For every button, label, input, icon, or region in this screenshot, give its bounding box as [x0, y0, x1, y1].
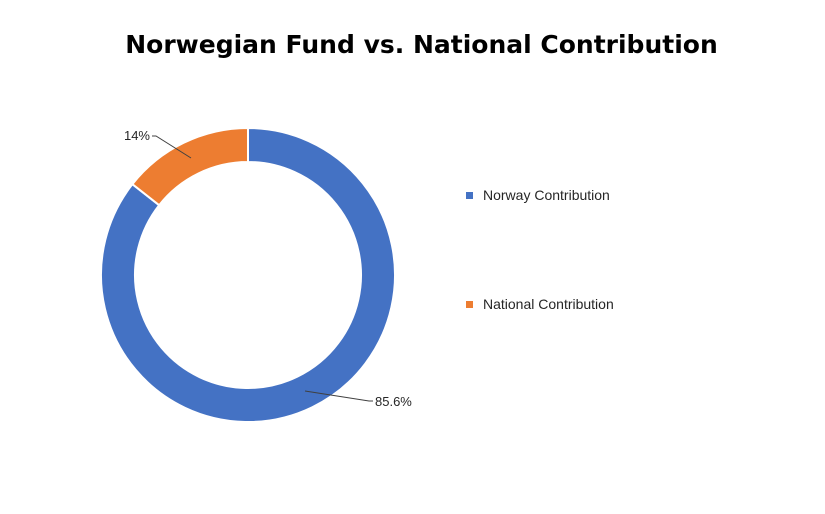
donut-slices: [100, 126, 396, 423]
legend-swatch-national: [466, 300, 473, 308]
leader-line-1: [152, 135, 192, 159]
data-labels: 85.6% 14%: [124, 128, 412, 409]
leader-line-0: [304, 390, 373, 402]
legend-item-norway-contribution[interactable]: Norway Contribution: [466, 187, 610, 203]
leader-lines: [152, 135, 373, 402]
chart-title: Norwegian Fund vs. National Contribution: [125, 30, 718, 59]
donut-slice-national-contribution[interactable]: [131, 126, 249, 207]
legend-swatch-norway: [466, 191, 473, 199]
data-label-0: 85.6%: [375, 394, 412, 409]
legend-label-norway: Norway Contribution: [483, 187, 610, 203]
legend-item-national-contribution[interactable]: National Contribution: [466, 296, 614, 312]
data-label-1: 14%: [124, 128, 150, 143]
legend-label-national: National Contribution: [483, 296, 614, 312]
donut-slice-norway-contribution[interactable]: [100, 126, 396, 423]
